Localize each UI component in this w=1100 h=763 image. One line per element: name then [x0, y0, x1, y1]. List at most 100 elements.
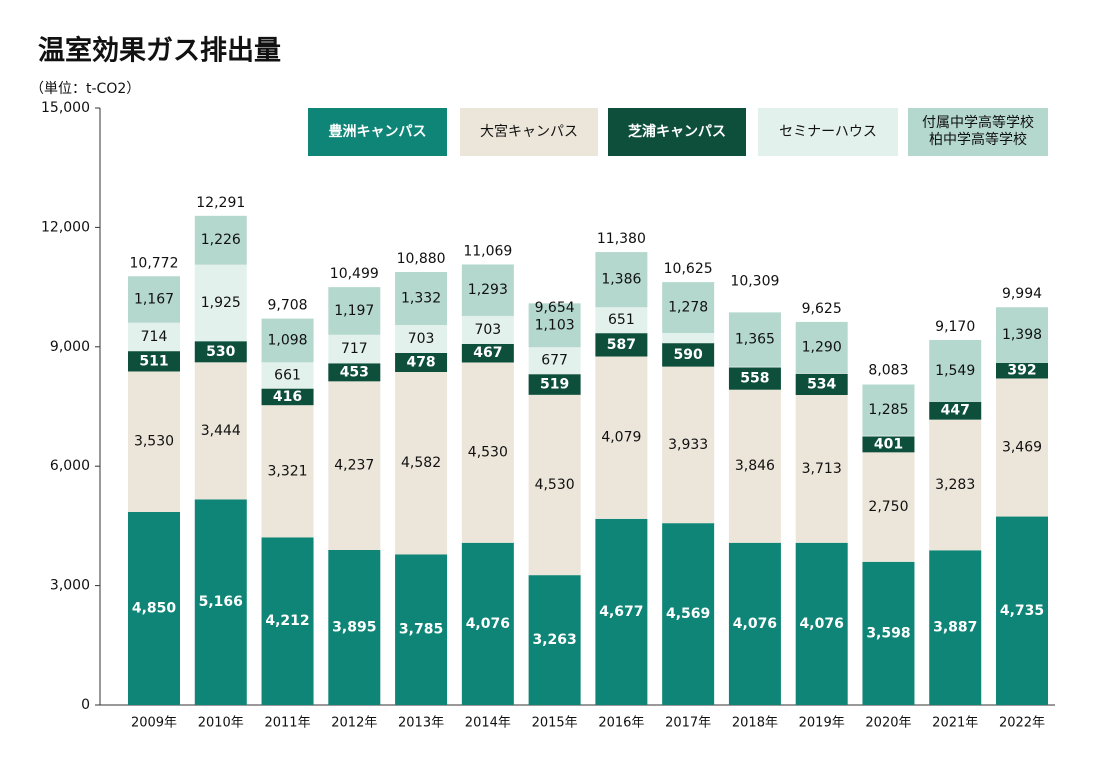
value-label: 1,332 [401, 290, 441, 306]
value-label: 530 [206, 344, 235, 360]
bar-segment [595, 518, 648, 705]
value-label: 467 [473, 345, 502, 361]
bar-segment [662, 343, 715, 367]
bar-segment [929, 401, 982, 420]
bar-segment [395, 271, 448, 325]
legend-item: 付属中学高等学校 柏中学高等学校 [908, 108, 1048, 156]
x-tick-label: 2018年 [732, 716, 778, 731]
bar-segment [996, 378, 1048, 517]
value-label: 714 [141, 329, 168, 345]
bar-segment [662, 523, 715, 705]
bar-segment [929, 340, 982, 402]
value-label: 3,321 [267, 463, 307, 479]
total-label: 11,380 [597, 231, 646, 247]
value-label: 401 [874, 436, 903, 452]
y-tick-label: 12,000 [41, 219, 90, 235]
bar-segment [996, 307, 1048, 363]
bar-segment [261, 405, 314, 538]
bar-segment [728, 367, 781, 390]
bar-segment [328, 287, 381, 335]
value-label: 677 [541, 353, 568, 369]
value-label: 416 [273, 389, 302, 405]
value-label: 3,887 [933, 620, 977, 636]
value-label: 3,263 [532, 632, 576, 648]
value-label: 558 [740, 371, 769, 387]
x-tick-label: 2012年 [331, 716, 377, 731]
value-label: 651 [608, 312, 635, 328]
bar-segment [795, 394, 848, 543]
total-label: 9,994 [1002, 286, 1042, 302]
bar-segment [662, 366, 715, 524]
bar-segment [261, 318, 314, 363]
bar-segment [328, 549, 381, 705]
value-label: 3,469 [1002, 440, 1042, 456]
bar-segment [461, 362, 514, 543]
x-tick-label: 2019年 [799, 716, 845, 731]
bar-segment [728, 542, 781, 705]
y-tick-label: 9,000 [50, 339, 90, 355]
bar-segment [328, 381, 381, 550]
value-label: 4,569 [666, 606, 710, 622]
x-tick-label: 2009年 [131, 716, 177, 731]
total-label: 10,880 [397, 251, 446, 267]
bar-segment [194, 264, 247, 342]
bar-segment [528, 575, 581, 705]
value-label: 453 [340, 364, 369, 380]
value-label: 2,750 [868, 499, 908, 515]
x-tick-label: 2020年 [865, 716, 911, 731]
chart-title: 温室効果ガス排出量 [38, 35, 281, 67]
value-label: 1,290 [802, 340, 842, 356]
bar-segment [261, 362, 314, 389]
bar-segment [595, 252, 648, 308]
total-label: 9,708 [267, 298, 307, 314]
total-label: 9,170 [935, 319, 975, 335]
total-label: 10,499 [330, 266, 379, 282]
value-label: 511 [139, 353, 168, 369]
y-tick-label: 0 [81, 697, 90, 713]
value-label: 4,582 [401, 455, 441, 471]
bar-segment [662, 332, 715, 344]
bar-segment [595, 307, 648, 334]
bar-segment [795, 542, 848, 705]
bar-segment [261, 388, 314, 406]
bar-segment [461, 315, 514, 344]
total-label: 10,309 [730, 274, 779, 290]
value-label: 3,283 [935, 477, 975, 493]
bar-segment [728, 389, 781, 543]
value-label: 519 [540, 377, 569, 393]
value-label: 4,079 [601, 430, 641, 446]
bar-segment [996, 516, 1048, 705]
bar-segment [395, 371, 448, 555]
x-tick-label: 2022年 [999, 716, 1045, 731]
bar-segment [128, 322, 180, 352]
bar-segment [929, 419, 982, 551]
value-label: 1,398 [1002, 327, 1042, 343]
y-tick-label: 3,000 [50, 578, 90, 594]
value-label: 717 [341, 341, 368, 357]
bar-segment [795, 373, 848, 395]
value-label: 1,365 [735, 332, 775, 348]
value-label: 4,237 [334, 458, 374, 474]
value-label: 4,735 [1000, 603, 1044, 619]
bar-segment [461, 264, 514, 316]
value-label: 1,197 [334, 303, 374, 319]
legend-item: 大宮キャンパス [460, 108, 598, 156]
value-label: 1,386 [601, 272, 641, 288]
value-label: 3,530 [134, 434, 174, 450]
total-label: 10,772 [130, 255, 179, 271]
y-tick-label: 6,000 [50, 458, 90, 474]
bar-segment [862, 561, 915, 705]
bar-segment [728, 366, 781, 368]
value-label: 1,167 [134, 291, 174, 307]
value-label: 4,076 [800, 616, 844, 632]
x-tick-label: 2016年 [598, 716, 644, 731]
legend-item: セミナーハウス [758, 108, 898, 156]
value-label: 534 [807, 376, 836, 392]
bar-segment [528, 303, 581, 348]
bar-segment [595, 356, 648, 519]
bar-segment [128, 511, 180, 705]
bar-segment [395, 554, 448, 705]
bar-segment [728, 312, 781, 367]
